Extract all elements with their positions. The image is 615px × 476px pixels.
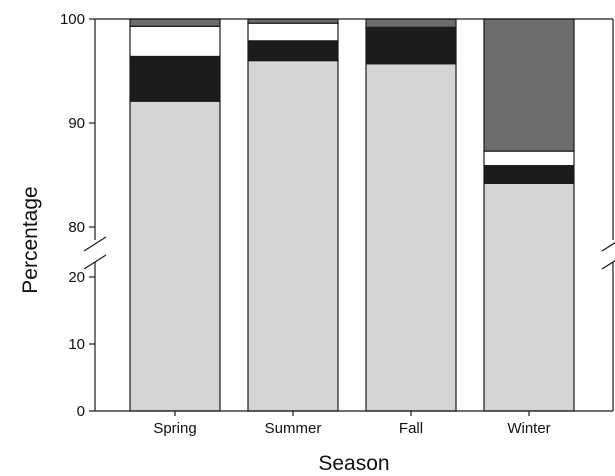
y-tick-label-0: 0 (77, 403, 85, 420)
y-tick-label-80: 80 (68, 219, 85, 236)
x-axis-title: Season (318, 452, 389, 475)
axis-layer (83, 18, 615, 416)
bar-segment-winter-1 (483, 182, 575, 412)
bar-segment-winter-3 (483, 150, 575, 167)
y-tick-label-10: 10 (68, 336, 85, 353)
y-tick-label-20: 20 (68, 269, 85, 286)
right-break-mark-upper (601, 242, 615, 252)
bar-segment-spring-1 (129, 100, 221, 412)
y-tick-label-100: 100 (60, 11, 85, 28)
bar-segment-winter-2 (483, 165, 575, 184)
bars-layer (129, 18, 575, 412)
x-tick-label-spring: Spring (153, 420, 196, 437)
bar-segment-spring-4 (129, 18, 221, 27)
bar-segment-summer-1 (247, 59, 339, 412)
x-tick-label-fall: Fall (399, 420, 423, 437)
labels-layer: Spring Summer Fall Winter 0 10 20 80 90 100 Season… (19, 11, 551, 475)
bar-segment-summer-2 (247, 40, 339, 62)
y-axis-title: Percentage (19, 186, 42, 293)
bar-segment-fall-1 (365, 63, 457, 412)
bar-segment-spring-2 (129, 55, 221, 102)
y-tick-label-90: 90 (68, 115, 85, 132)
bar-segment-winter-4 (483, 18, 575, 152)
right-break-mark-lower (601, 260, 615, 270)
left-break-mark-upper (83, 236, 107, 252)
bar-segment-spring-3 (129, 25, 221, 58)
bar-segment-fall-4 (365, 18, 457, 28)
bar-segment-fall-2 (365, 26, 457, 65)
x-tick-label-summer: Summer (265, 420, 322, 437)
bar-segment-summer-4 (247, 18, 339, 24)
x-tick-label-winter: Winter (507, 420, 550, 437)
bar-segment-summer-3 (247, 22, 339, 42)
left-break-mark-lower (83, 254, 107, 270)
